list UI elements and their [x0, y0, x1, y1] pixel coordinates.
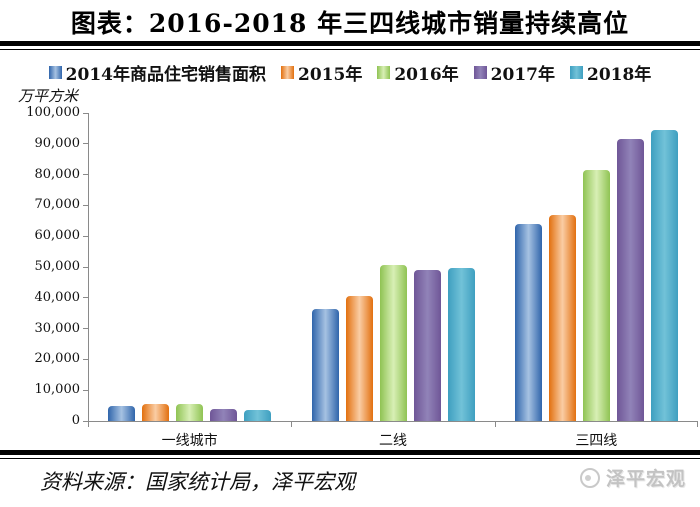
- category-label: 三四线: [575, 433, 618, 449]
- bar: [548, 214, 576, 421]
- y-axis-tick-label: 100,000: [26, 105, 80, 120]
- legend-item: 2018年: [569, 60, 652, 85]
- legend-label: 2018年: [586, 65, 652, 85]
- chart-legend: 2014年商品住宅销售面积 2015年 2016年 2017年 2018年: [0, 60, 700, 85]
- y-axis-line: [88, 113, 89, 421]
- bar: [176, 404, 204, 421]
- y-axis-tick: [83, 143, 88, 145]
- x-axis-line: [88, 421, 698, 422]
- category-separator-tick: [494, 421, 496, 427]
- bar: [582, 169, 610, 421]
- title-divider-thin: [0, 49, 700, 50]
- y-axis-tick-label: 80,000: [34, 166, 81, 182]
- y-axis-tick: [83, 297, 88, 299]
- y-axis-tick-label: 0: [71, 413, 80, 428]
- watermark-label: 泽平宏观: [605, 468, 686, 490]
- category-label: 二线: [378, 433, 407, 449]
- legend-item: 2016年: [377, 60, 459, 85]
- bar: [108, 405, 136, 421]
- title-divider-thick: [0, 41, 700, 46]
- y-axis-tick: [83, 389, 88, 391]
- bar: [244, 409, 272, 421]
- bar: [311, 308, 339, 421]
- bar: [345, 296, 373, 421]
- y-axis-tick-label: 30,000: [34, 320, 81, 336]
- y-axis-tick-label: 40,000: [34, 289, 81, 305]
- y-axis-tick: [83, 112, 88, 114]
- legend-item: 2014年商品住宅销售面积: [48, 60, 266, 85]
- footer-divider-thick: [0, 450, 700, 455]
- legend-label: 2016年: [394, 65, 459, 85]
- legend-swatch-icon: [48, 66, 62, 79]
- bar: [210, 408, 238, 421]
- y-axis-tick: [83, 328, 88, 330]
- y-axis-tick-label: 70,000: [34, 197, 81, 213]
- zeping-logo-icon: [579, 467, 600, 488]
- footer-divider-thin: [0, 458, 700, 459]
- bar: [616, 139, 644, 421]
- y-axis-tick: [83, 358, 88, 360]
- legend-swatch-icon: [281, 66, 294, 79]
- y-axis-tick: [83, 204, 88, 206]
- bar: [379, 264, 407, 421]
- bar: [447, 267, 475, 421]
- category-separator-tick: [697, 421, 698, 427]
- bar: [142, 404, 170, 421]
- chart-title: 图表：2016-2018 年三四线城市销量持续高位: [70, 9, 630, 38]
- legend-label: 2017年: [490, 65, 555, 85]
- y-axis-tick: [83, 235, 88, 237]
- y-axis-tick-label: 90,000: [34, 135, 81, 151]
- legend-label: 2015年: [298, 65, 363, 85]
- y-axis-unit-label: 万平方米: [18, 87, 79, 105]
- category-separator-tick: [88, 421, 89, 427]
- legend-swatch-icon: [473, 66, 487, 79]
- y-axis-tick-label: 10,000: [34, 382, 81, 398]
- y-axis-tick: [83, 174, 88, 176]
- source-note: 资料来源：国家统计局，泽平宏观: [40, 470, 355, 494]
- category-label: 一线城市: [161, 433, 218, 449]
- plot-area: 0 10,000 20,000 30,000 40,000 50,000 60,000 70,…: [26, 105, 698, 449]
- watermark: 泽平宏观: [579, 464, 686, 491]
- legend-item: 2015年: [281, 60, 362, 85]
- y-axis-tick-label: 50,000: [34, 259, 81, 274]
- legend-swatch-icon: [377, 66, 391, 79]
- y-axis-tick: [83, 266, 88, 268]
- bar: [514, 223, 542, 421]
- y-axis-tick: [83, 420, 88, 422]
- bar: [650, 129, 678, 421]
- category-separator-tick: [291, 421, 293, 427]
- legend-label: 2014年商品住宅销售面积: [65, 65, 266, 85]
- legend-item: 2017年: [473, 60, 555, 85]
- bar: [413, 270, 441, 421]
- y-axis-tick-label: 20,000: [34, 351, 81, 367]
- y-axis-tick-label: 60,000: [34, 228, 81, 244]
- legend-swatch-icon: [569, 66, 583, 79]
